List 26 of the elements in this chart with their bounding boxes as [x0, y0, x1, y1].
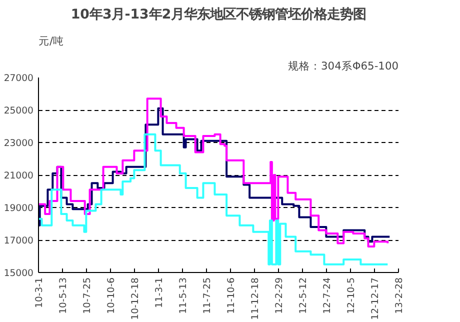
- x-tick-label: 10-7-25: [82, 277, 93, 314]
- x-tick-label: 12-10-5: [346, 277, 357, 314]
- x-tick-label: 11-7-25: [202, 277, 213, 314]
- y-tick-label: 27000: [4, 73, 34, 84]
- x-tick-label: 11-3-1: [154, 277, 165, 308]
- x-tick-label: 11-12-18: [250, 277, 261, 320]
- text: 规格：304系Φ65-100: [288, 60, 399, 72]
- x-tick-label: 12-2-29: [274, 277, 285, 314]
- y-tick-label: 23000: [4, 138, 34, 149]
- x-tick-label: 11-5-13: [178, 277, 189, 314]
- x-tick-label: 10-3-1: [34, 277, 45, 308]
- x-tick-label: 12-12-17: [370, 277, 381, 320]
- y-tick-label: 17000: [4, 236, 34, 246]
- chart-title: 10年3月-13年2月华东地区不锈钢管坯价格走势图: [70, 6, 366, 22]
- y-tick-label: 19000: [4, 203, 34, 214]
- x-tick-label: 12-5-12: [298, 278, 309, 314]
- x-tick-label: 10-12-18: [130, 277, 141, 320]
- x-tick-label: 10-5-13: [58, 277, 69, 314]
- y-tick-label: 15000: [4, 268, 34, 279]
- y-axis-title: 元/吨: [38, 34, 64, 48]
- x-tick-label: 12-7-24: [322, 277, 333, 314]
- x-tick-label: 13-2-28: [394, 277, 405, 314]
- y-tick-label: 21000: [4, 170, 34, 182]
- x-tick-label: 11-10-6: [226, 277, 237, 314]
- y-tick-label: 25000: [4, 106, 34, 116]
- x-tick-label: 10-10-6: [106, 277, 117, 314]
